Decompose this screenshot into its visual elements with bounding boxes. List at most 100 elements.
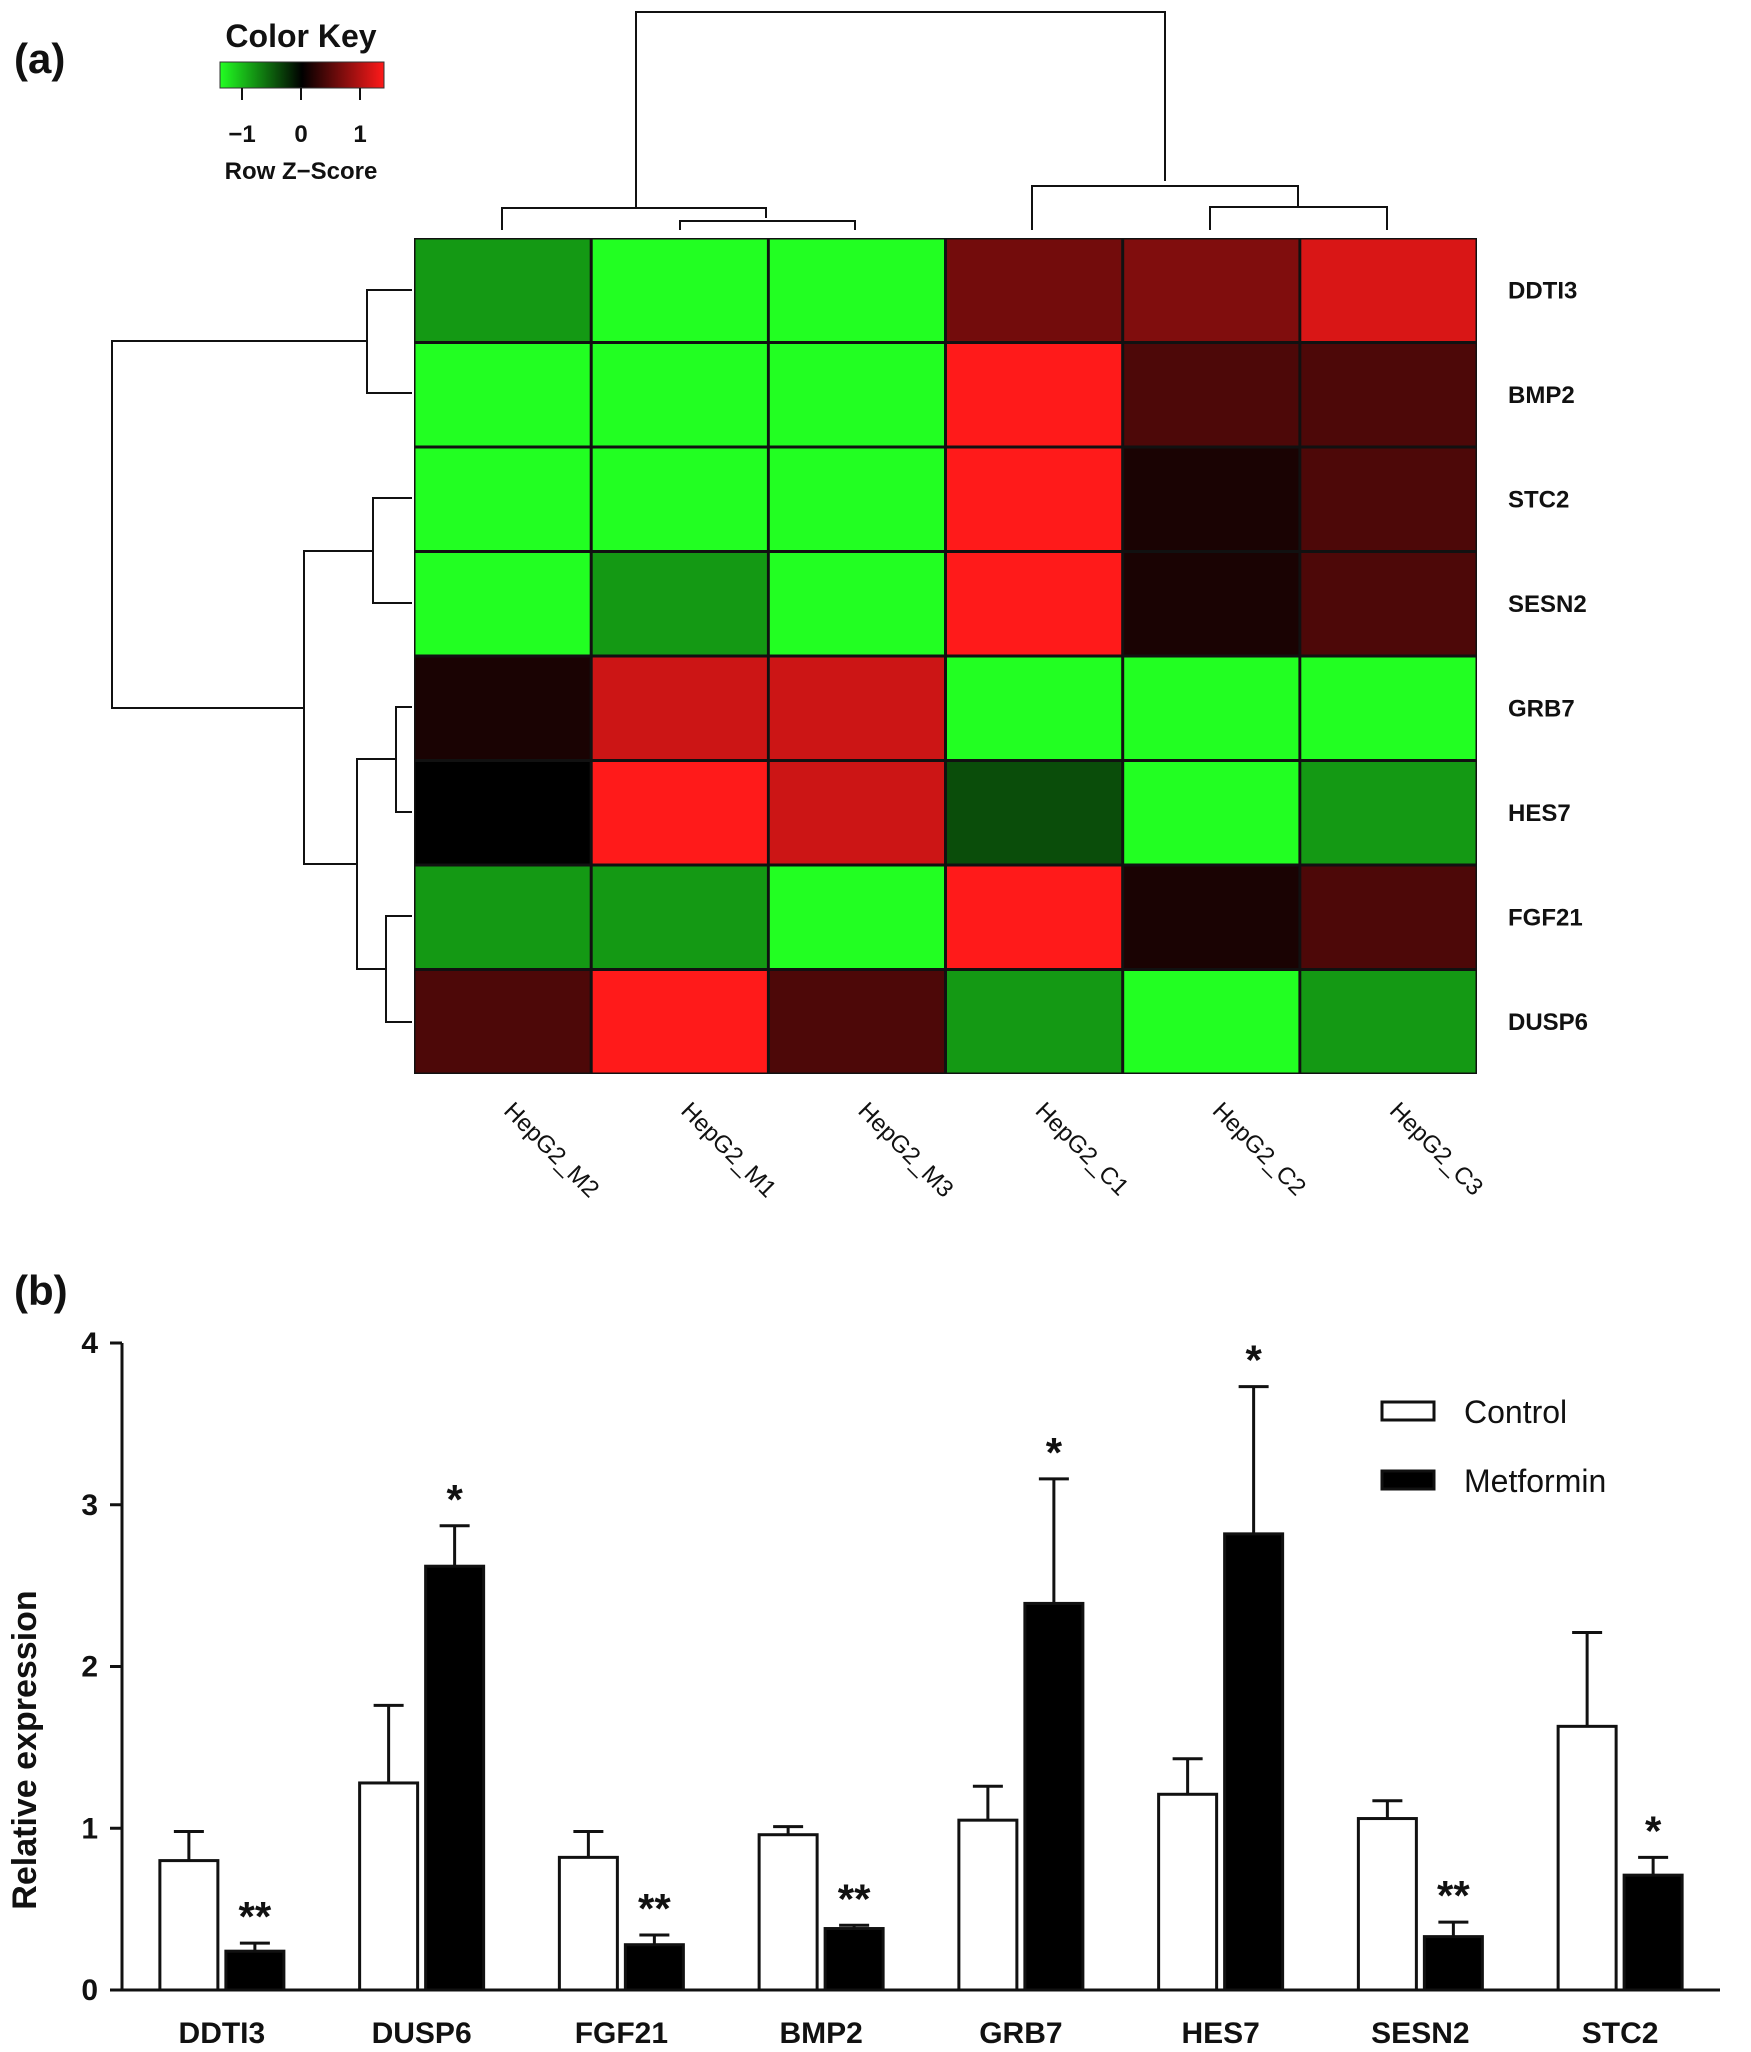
legend-swatch-metformin bbox=[1380, 1469, 1436, 1491]
heatmap-row-label-dusp6: DUSP6 bbox=[1508, 1009, 1588, 1036]
heatmap-column-label-hepg2-m2: HepG2_M2 bbox=[498, 1097, 604, 1203]
heatmap-cell-stc2-hepg2-c1 bbox=[947, 448, 1122, 550]
heatmap-cell-ddti3-hepg2-m2 bbox=[415, 239, 590, 341]
heatmap-row-label-hes7: HES7 bbox=[1508, 800, 1571, 827]
bar-metformin-hes7 bbox=[1223, 1532, 1285, 1992]
panel-a-label: (a) bbox=[14, 35, 65, 82]
heatmap-cell-ddti3-hepg2-c3 bbox=[1301, 239, 1476, 341]
heatmap-cell-stc2-hepg2-m2 bbox=[415, 448, 590, 550]
heatmap-row-labels: DDTI3 BMP2 STC2 SESN2 GRB7 HES7 FGF21 DUSP6 bbox=[1508, 277, 1588, 1036]
heatmap-cell-fgf21-hepg2-c2 bbox=[1124, 866, 1299, 968]
bar-metformin-dusp6 bbox=[424, 1564, 486, 1992]
heatmap-cell-sesn2-hepg2-m2 bbox=[415, 553, 590, 655]
bar-control-grb7 bbox=[957, 1818, 1019, 1992]
significance-stc2: * bbox=[1645, 1807, 1662, 1854]
heatmap-cell-dusp6-hepg2-c2 bbox=[1124, 971, 1299, 1073]
heatmap-column-label-hepg2-c3: HepG2_C3 bbox=[1384, 1097, 1488, 1201]
heatmap-cell-bmp2-hepg2-c2 bbox=[1124, 344, 1299, 446]
heatmap-cell-dusp6-hepg2-c1 bbox=[947, 971, 1122, 1073]
y-tick-label: 0 bbox=[81, 1974, 98, 2007]
significance-sesn2: ** bbox=[1437, 1872, 1470, 1919]
heatmap-cell-grb7-hepg2-c3 bbox=[1301, 657, 1476, 759]
x-tick-label-sesn2: SESN2 bbox=[1371, 2017, 1469, 2050]
bar-control-sesn2 bbox=[1356, 1817, 1418, 1992]
color-key-title: Color Key bbox=[225, 18, 376, 54]
bar-control-ddti3 bbox=[158, 1859, 220, 1992]
heatmap-cell-bmp2-hepg2-c1 bbox=[947, 344, 1122, 446]
heatmap-cell-fgf21-hepg2-m2 bbox=[415, 866, 590, 968]
color-key-tick-marks bbox=[241, 88, 361, 100]
heatmap-background bbox=[414, 238, 1477, 1074]
x-tick-label-grb7: GRB7 bbox=[979, 2017, 1062, 2050]
significance-fgf21: ** bbox=[638, 1885, 671, 1932]
heatmap-cell-bmp2-hepg2-c3 bbox=[1301, 344, 1476, 446]
heatmap-row-label-fgf21: FGF21 bbox=[1508, 904, 1583, 931]
heatmap-column-label-hepg2-m3: HepG2_M3 bbox=[853, 1097, 959, 1203]
heatmap-cell-hes7-hepg2-c2 bbox=[1124, 762, 1299, 864]
heatmap-row-label-bmp2: BMP2 bbox=[1508, 382, 1575, 409]
heatmap-cell-ddti3-hepg2-m3 bbox=[769, 239, 944, 341]
heatmap-cell-bmp2-hepg2-m1 bbox=[592, 344, 767, 446]
y-tick-label: 1 bbox=[81, 1812, 98, 1845]
heatmap-cell-grb7-hepg2-m1 bbox=[592, 657, 767, 759]
heatmap-row-label-grb7: GRB7 bbox=[1508, 695, 1575, 722]
heatmap-cell-dusp6-hepg2-m2 bbox=[415, 971, 590, 1073]
significance-dusp6: * bbox=[446, 1476, 463, 1523]
heatmap-cell-sesn2-hepg2-c2 bbox=[1124, 553, 1299, 655]
heatmap-column-label-hepg2-m1: HepG2_M1 bbox=[676, 1097, 782, 1203]
heatmap-column-label-hepg2-c2: HepG2_C2 bbox=[1207, 1097, 1311, 1201]
legend-label-control: Control bbox=[1464, 1394, 1567, 1430]
color-key-tick-mid: 0 bbox=[294, 121, 307, 148]
y-tick-label: 4 bbox=[81, 1327, 98, 1360]
heatmap-cell-grb7-hepg2-m3 bbox=[769, 657, 944, 759]
legend-label-metformin: Metformin bbox=[1464, 1463, 1606, 1499]
color-key-gradient bbox=[219, 61, 385, 89]
heatmap-cell-ddti3-hepg2-c2 bbox=[1124, 239, 1299, 341]
heatmap-cell-stc2-hepg2-m3 bbox=[769, 448, 944, 550]
heatmap-cell-stc2-hepg2-m1 bbox=[592, 448, 767, 550]
bar-control-bmp2 bbox=[757, 1833, 819, 1992]
heatmap-cell-grb7-hepg2-m2 bbox=[415, 657, 590, 759]
x-tick-label-dusp6: DUSP6 bbox=[372, 2017, 472, 2050]
heatmap-cell-hes7-hepg2-m1 bbox=[592, 762, 767, 864]
panel-b-label: (b) bbox=[14, 1267, 68, 1314]
x-tick-label-ddti3: DDTI3 bbox=[179, 2017, 266, 2050]
significance-grb7: * bbox=[1046, 1429, 1063, 1476]
color-key: Color Key −1 0 1 Row Z−Score bbox=[219, 18, 385, 185]
bar-control-fgf21 bbox=[557, 1855, 619, 1992]
heatmap-cell-fgf21-hepg2-c1 bbox=[947, 866, 1122, 968]
heatmap-column-label-hepg2-c1: HepG2_C1 bbox=[1030, 1097, 1134, 1201]
heatmap-cell-grb7-hepg2-c2 bbox=[1124, 657, 1299, 759]
heatmap-cell-ddti3-hepg2-m1 bbox=[592, 239, 767, 341]
bar-control-dusp6 bbox=[358, 1781, 420, 1992]
heatmap-cell-stc2-hepg2-c2 bbox=[1124, 448, 1299, 550]
heatmap-cell-stc2-hepg2-c3 bbox=[1301, 448, 1476, 550]
x-tick-label-fgf21: FGF21 bbox=[575, 2017, 668, 2050]
heatmap-cell-fgf21-hepg2-m1 bbox=[592, 866, 767, 968]
significance-ddti3: ** bbox=[239, 1893, 272, 1940]
heatmap-cell-grb7-hepg2-c1 bbox=[947, 657, 1122, 759]
x-tick-label-stc2: STC2 bbox=[1582, 2017, 1659, 2050]
heatmap-row-label-stc2: STC2 bbox=[1508, 486, 1569, 513]
bar-metformin-stc2 bbox=[1622, 1873, 1684, 1992]
heatmap-cell-hes7-hepg2-m3 bbox=[769, 762, 944, 864]
heatmap-cell-dusp6-hepg2-m3 bbox=[769, 971, 944, 1073]
heatmap-cell-fgf21-hepg2-m3 bbox=[769, 866, 944, 968]
heatmap-cell-sesn2-hepg2-m1 bbox=[592, 553, 767, 655]
bar-metformin-ddti3 bbox=[224, 1949, 286, 1992]
bar-chart-y-axis-label: Relative expression bbox=[6, 1590, 44, 1909]
heatmap-cell-dusp6-hepg2-c3 bbox=[1301, 971, 1476, 1073]
color-key-tick-high: 1 bbox=[353, 121, 366, 148]
heatmap-cell-sesn2-hepg2-c1 bbox=[947, 553, 1122, 655]
row-dendrogram bbox=[111, 289, 412, 1023]
significance-hes7: * bbox=[1245, 1337, 1262, 1384]
bar-metformin-fgf21 bbox=[623, 1943, 685, 1992]
heatmap-cell-bmp2-hepg2-m3 bbox=[769, 344, 944, 446]
bar-metformin-grb7 bbox=[1023, 1601, 1085, 1992]
heatmap-cell-bmp2-hepg2-m2 bbox=[415, 344, 590, 446]
bar-chart-marks: ** DDTI3 * DUSP6 ** FGF21 ** BMP2 * GRB7 * HES7 ** SE… bbox=[158, 1337, 1684, 2050]
x-tick-label-hes7: HES7 bbox=[1181, 2017, 1259, 2050]
color-key-tick-low: −1 bbox=[228, 121, 255, 148]
heatmap-row-label-sesn2: SESN2 bbox=[1508, 591, 1587, 618]
